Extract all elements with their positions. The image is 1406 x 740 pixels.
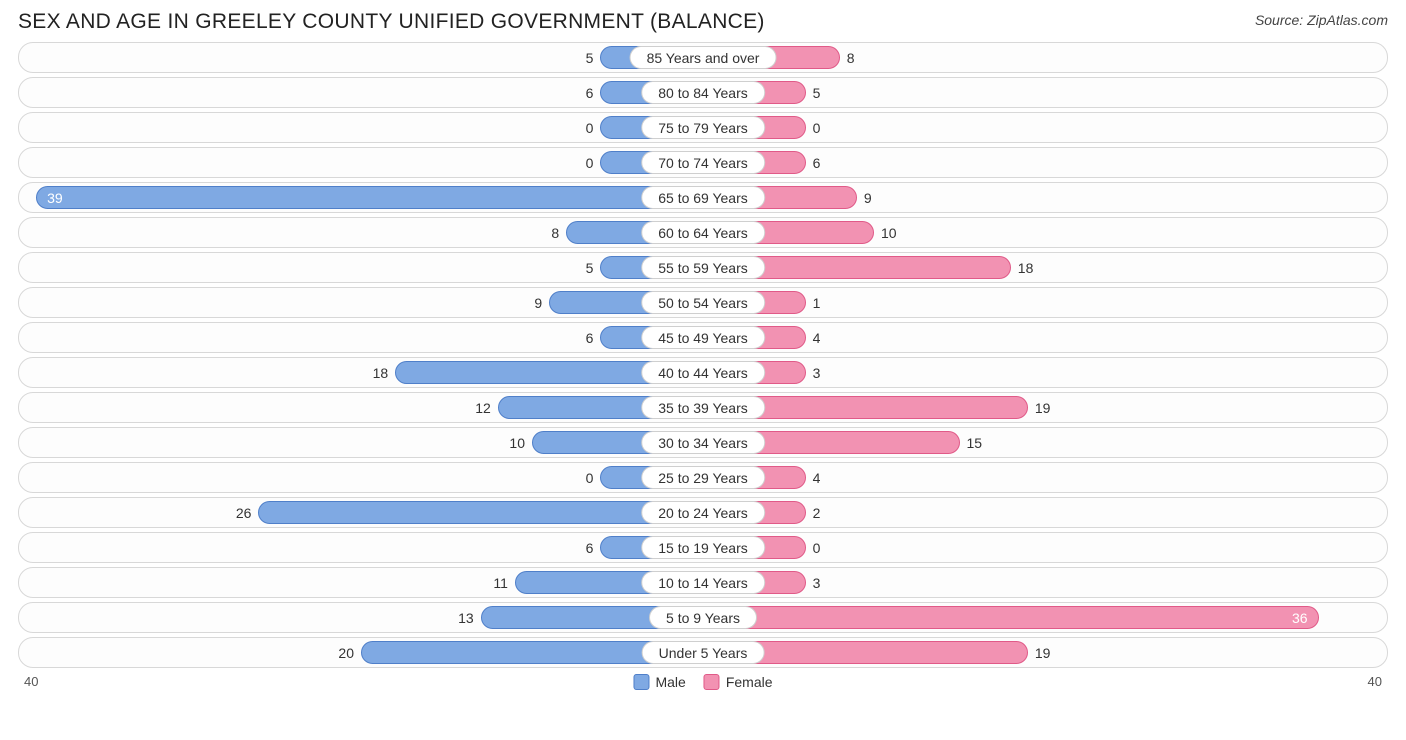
male-value: 6 [586,540,594,556]
male-value: 9 [534,295,542,311]
female-value: 1 [813,295,821,311]
male-value: 8 [551,225,559,241]
female-value: 19 [1035,400,1051,416]
male-value: 39 [47,190,63,206]
male-value: 0 [586,470,594,486]
male-value: 12 [475,400,491,416]
male-value: 20 [338,645,354,661]
category-pill: 20 to 24 Years [641,501,765,524]
category-pill: Under 5 Years [642,641,765,664]
pyramid-row: 39 9 65 to 69 Years [18,182,1388,213]
female-value: 3 [813,365,821,381]
category-pill: 25 to 29 Years [641,466,765,489]
legend-female-label: Female [726,674,773,690]
male-value: 6 [586,85,594,101]
female-value: 2 [813,505,821,521]
category-pill: 65 to 69 Years [641,186,765,209]
male-value: 10 [509,435,525,451]
pyramid-row: 11 3 10 to 14 Years [18,567,1388,598]
female-value: 36 [1292,610,1308,626]
female-value: 15 [967,435,983,451]
pyramid-chart: 5 8 85 Years and over 6 5 80 to 84 Years 0 0 75 … [18,42,1388,668]
pyramid-row: 0 6 70 to 74 Years [18,147,1388,178]
pyramid-row: 6 5 80 to 84 Years [18,77,1388,108]
legend-male-label: Male [655,674,685,690]
pyramid-row: 5 8 85 Years and over [18,42,1388,73]
legend-swatch-female [704,674,720,690]
male-value: 11 [493,575,508,591]
category-pill: 85 Years and over [630,46,777,69]
pyramid-row: 6 4 45 to 49 Years [18,322,1388,353]
pyramid-row: 26 2 20 to 24 Years [18,497,1388,528]
male-value: 0 [586,155,594,171]
pyramid-row: 13 36 5 to 9 Years [18,602,1388,633]
male-value: 13 [458,610,474,626]
pyramid-row: 0 4 25 to 29 Years [18,462,1388,493]
chart-container: SEX AND AGE IN GREELEY COUNTY UNIFIED GO… [0,0,1406,740]
chart-title: SEX AND AGE IN GREELEY COUNTY UNIFIED GO… [18,10,765,34]
male-value: 26 [236,505,252,521]
female-value: 18 [1018,260,1034,276]
male-value: 0 [586,120,594,136]
female-value: 5 [813,85,821,101]
pyramid-row: 0 0 75 to 79 Years [18,112,1388,143]
female-bar: 36 [703,606,1319,629]
category-pill: 50 to 54 Years [641,291,765,314]
axis-row: 40 Male Female 40 [18,672,1388,689]
legend: Male Female [633,674,772,690]
category-pill: 45 to 49 Years [641,326,765,349]
male-value: 18 [373,365,389,381]
female-value: 6 [813,155,821,171]
category-pill: 40 to 44 Years [641,361,765,384]
female-value: 9 [864,190,872,206]
female-value: 0 [813,120,821,136]
pyramid-row: 9 1 50 to 54 Years [18,287,1388,318]
male-value: 5 [586,50,594,66]
category-pill: 75 to 79 Years [641,116,765,139]
female-value: 3 [813,575,821,591]
pyramid-row: 6 0 15 to 19 Years [18,532,1388,563]
male-bar: 26 [258,501,703,524]
pyramid-row: 12 19 35 to 39 Years [18,392,1388,423]
source-attribution: Source: ZipAtlas.com [1255,10,1388,28]
category-pill: 35 to 39 Years [641,396,765,419]
female-value: 10 [881,225,897,241]
pyramid-row: 5 18 55 to 59 Years [18,252,1388,283]
female-value: 4 [813,330,821,346]
legend-swatch-male [633,674,649,690]
female-value: 0 [813,540,821,556]
category-pill: 5 to 9 Years [649,606,757,629]
female-value: 8 [847,50,855,66]
category-pill: 55 to 59 Years [641,256,765,279]
axis-right-max: 40 [1368,674,1382,689]
category-pill: 60 to 64 Years [641,221,765,244]
male-value: 5 [586,260,594,276]
axis-left-max: 40 [24,674,38,689]
category-pill: 70 to 74 Years [641,151,765,174]
pyramid-row: 18 3 40 to 44 Years [18,357,1388,388]
header: SEX AND AGE IN GREELEY COUNTY UNIFIED GO… [18,10,1388,34]
pyramid-row: 8 10 60 to 64 Years [18,217,1388,248]
legend-female: Female [704,674,773,690]
category-pill: 80 to 84 Years [641,81,765,104]
category-pill: 15 to 19 Years [641,536,765,559]
pyramid-row: 20 19 Under 5 Years [18,637,1388,668]
pyramid-row: 10 15 30 to 34 Years [18,427,1388,458]
category-pill: 10 to 14 Years [641,571,765,594]
male-value: 6 [586,330,594,346]
legend-male: Male [633,674,685,690]
category-pill: 30 to 34 Years [641,431,765,454]
male-bar: 39 [36,186,703,209]
female-value: 19 [1035,645,1051,661]
female-value: 4 [813,470,821,486]
